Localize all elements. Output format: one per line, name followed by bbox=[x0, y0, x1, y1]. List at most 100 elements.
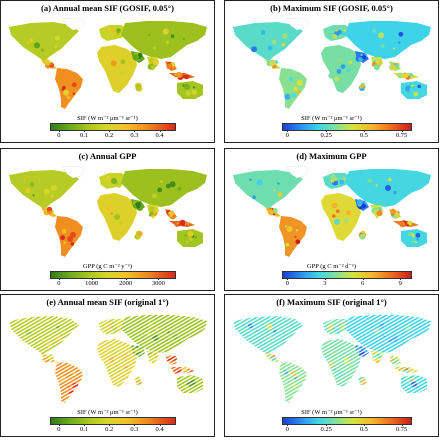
colorbar-tick-mark bbox=[287, 278, 288, 280]
map-texture bbox=[417, 84, 421, 89]
landmass-greenland bbox=[62, 17, 86, 31]
map-texture bbox=[162, 28, 169, 35]
map-texture bbox=[136, 380, 140, 384]
map-texture bbox=[334, 76, 339, 82]
colorbar-tick-mark bbox=[401, 424, 403, 426]
map-texture bbox=[169, 181, 176, 188]
colorbar-tick-mark bbox=[134, 130, 135, 132]
map-texture bbox=[391, 335, 398, 342]
map-texture bbox=[338, 322, 342, 327]
map-texture bbox=[192, 89, 197, 95]
map-texture bbox=[346, 68, 350, 72]
map-texture bbox=[266, 323, 273, 330]
map-texture bbox=[335, 29, 339, 32]
colorbar-label: SIF (W m⁻² μm⁻¹ sr⁻¹) bbox=[301, 115, 362, 122]
world-map bbox=[233, 315, 431, 403]
map-texture bbox=[331, 202, 338, 209]
map-texture bbox=[34, 42, 40, 49]
colorbar-tick-mark bbox=[58, 130, 60, 132]
landmass-southAmerica bbox=[55, 68, 83, 109]
map-texture bbox=[410, 369, 413, 373]
colorbar-label: GPP (g C m⁻² y⁻¹) bbox=[82, 263, 133, 270]
colorbar-ticks: 0 0.25 0.5 0.75 bbox=[282, 424, 412, 436]
map-texture bbox=[288, 76, 294, 82]
map-texture bbox=[134, 204, 137, 208]
world-map bbox=[233, 165, 431, 257]
map-texture bbox=[399, 369, 403, 372]
colorbar-tick-label: 0.5 bbox=[359, 132, 368, 139]
colorbar-tick-label: 0.5 bbox=[359, 426, 368, 433]
map-texture bbox=[331, 352, 334, 356]
colorbar-tick-label: 3 bbox=[323, 280, 327, 287]
map-texture bbox=[72, 92, 76, 96]
map-texture bbox=[328, 325, 334, 330]
colorbar-tick-label: 0 bbox=[57, 132, 61, 139]
map-texture bbox=[114, 214, 120, 220]
map-texture bbox=[294, 235, 297, 239]
map-texture bbox=[189, 237, 193, 241]
map-texture bbox=[183, 83, 190, 90]
map-texture bbox=[277, 182, 280, 185]
map-texture bbox=[358, 350, 365, 357]
map-texture bbox=[166, 63, 173, 70]
map-texture bbox=[412, 378, 417, 382]
colorbar-tick-mark bbox=[158, 278, 159, 280]
map-texture bbox=[160, 180, 163, 183]
colorbar-tick-label: 0 bbox=[285, 132, 289, 139]
map-texture bbox=[379, 322, 385, 328]
map-texture bbox=[111, 349, 117, 355]
colorbar-label: SIF (W m⁻² μm⁻¹ sr⁻¹) bbox=[77, 115, 138, 122]
map-texture bbox=[123, 75, 128, 81]
map-texture bbox=[407, 220, 413, 226]
map-texture bbox=[111, 178, 117, 184]
map-texture bbox=[172, 214, 175, 218]
map-texture bbox=[362, 55, 367, 59]
colorbar-tick-mark bbox=[400, 278, 401, 280]
map-texture bbox=[406, 378, 411, 383]
map-texture bbox=[42, 328, 48, 334]
colorbar bbox=[282, 123, 412, 131]
map-texture bbox=[186, 222, 190, 225]
map-texture bbox=[374, 328, 380, 334]
colorbar-label: SIF (W m⁻² μm⁻¹ sr⁻¹) bbox=[77, 409, 138, 416]
map-texture bbox=[107, 181, 110, 184]
map-texture bbox=[50, 32, 53, 35]
map-texture bbox=[328, 72, 335, 79]
colorbar bbox=[282, 417, 412, 425]
map-texture bbox=[72, 382, 79, 389]
map-texture bbox=[181, 366, 188, 373]
colorbar-tick-label: 0.3 bbox=[130, 426, 139, 433]
map-texture bbox=[172, 334, 178, 340]
map-texture bbox=[376, 210, 383, 217]
landmass-greenland bbox=[286, 165, 310, 179]
map-texture bbox=[149, 354, 156, 361]
map-texture bbox=[106, 205, 111, 211]
map-texture bbox=[269, 336, 273, 340]
map-texture bbox=[391, 356, 394, 360]
landmass-northAmerica bbox=[233, 316, 303, 355]
map-texture bbox=[277, 192, 283, 197]
map-texture bbox=[106, 30, 113, 37]
map-texture bbox=[138, 352, 142, 356]
map-texture bbox=[341, 353, 346, 358]
panel-title: (b) Maximum SIF (GOSIF, 0.05°) bbox=[270, 3, 393, 13]
landmass-asia bbox=[345, 315, 431, 353]
colorbar-ticks: 0 1000 2000 3000 bbox=[50, 278, 176, 290]
map-texture bbox=[373, 64, 380, 71]
map-texture bbox=[137, 52, 143, 58]
map-texture bbox=[392, 47, 396, 50]
landmass-asia bbox=[121, 315, 207, 353]
map-texture bbox=[275, 358, 278, 362]
map-texture bbox=[124, 365, 128, 369]
map-texture bbox=[375, 184, 378, 187]
landmass-asia bbox=[121, 21, 207, 59]
map-texture bbox=[411, 85, 417, 91]
map-texture bbox=[29, 38, 34, 43]
map-texture bbox=[334, 327, 341, 334]
colorbar-tick-mark bbox=[287, 130, 288, 132]
map-texture bbox=[363, 348, 366, 352]
map-texture bbox=[373, 38, 379, 45]
map-texture bbox=[148, 33, 151, 37]
colorbar-tick-mark bbox=[84, 130, 85, 132]
colorbar-tick-mark bbox=[109, 130, 110, 132]
